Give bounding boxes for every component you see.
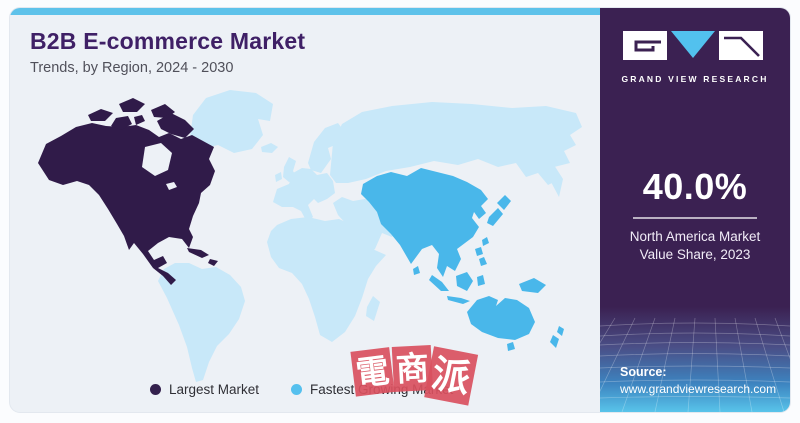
philippines bbox=[475, 247, 483, 256]
hudson-bay bbox=[142, 143, 172, 176]
stat-divider bbox=[633, 217, 757, 219]
australia bbox=[467, 296, 535, 340]
region-greenland bbox=[190, 90, 273, 153]
arctic-island bbox=[111, 116, 132, 130]
stat-caption: North America Market Value Share, 2023 bbox=[600, 228, 790, 264]
accent-top-bar bbox=[10, 8, 600, 15]
baffin-island bbox=[157, 113, 194, 138]
largest-market-dot-icon bbox=[150, 384, 161, 395]
region-scandinavia bbox=[308, 123, 344, 173]
tasmania bbox=[507, 342, 515, 351]
cuba bbox=[187, 248, 209, 258]
taiwan bbox=[482, 237, 489, 246]
region-africa bbox=[267, 217, 386, 342]
water-cutouts bbox=[142, 143, 177, 190]
world-map-svg bbox=[38, 90, 582, 382]
japan-south bbox=[487, 208, 503, 226]
new-zealand bbox=[550, 335, 559, 348]
arctic-island bbox=[119, 98, 145, 112]
page-title: B2B E-commerce Market bbox=[30, 28, 306, 54]
borneo bbox=[456, 272, 473, 291]
north-america-mainland bbox=[38, 123, 215, 285]
new-guinea bbox=[519, 278, 546, 293]
source-url: www.grandviewresearch.com bbox=[620, 382, 777, 396]
logo-text: GRAND VIEW RESEARCH bbox=[621, 74, 769, 84]
region-madagascar bbox=[366, 296, 380, 321]
region-rest-of-world bbox=[158, 90, 582, 382]
region-europe bbox=[273, 168, 335, 222]
philippines bbox=[479, 257, 487, 266]
region-north-america bbox=[38, 98, 218, 285]
java bbox=[447, 296, 470, 304]
page-subtitle: Trends, by Region, 2024 - 2030 bbox=[30, 60, 234, 76]
stat-caption-line1: North America Market bbox=[629, 229, 761, 244]
legend-item-largest: Largest Market bbox=[150, 382, 259, 397]
region-asia-pacific bbox=[361, 168, 564, 351]
source-label: Source: bbox=[620, 365, 667, 379]
sri-lanka bbox=[413, 266, 420, 275]
header: B2B E-commerce Market Trends, by Region,… bbox=[30, 28, 305, 76]
sidebar: GRAND VIEW RESEARCH 40.0% North America … bbox=[600, 8, 790, 412]
stat-block: 40.0% North America Market Value Share, … bbox=[600, 166, 790, 264]
stat-value: 40.0% bbox=[642, 166, 748, 207]
legend-label: Largest Market bbox=[169, 382, 260, 397]
world-map bbox=[30, 85, 590, 385]
fastest-growing-dot-icon bbox=[291, 384, 303, 395]
great-lakes bbox=[166, 182, 177, 190]
japan-north bbox=[497, 195, 511, 210]
infographic-card: B2B E-commerce Market Trends, by Region,… bbox=[10, 8, 790, 412]
gvr-logo-icon bbox=[623, 31, 763, 60]
region-south-america bbox=[158, 263, 245, 382]
stat-caption-line2: Value Share, 2023 bbox=[639, 247, 751, 263]
legend-label: Fastest Growing Market bbox=[310, 382, 454, 397]
region-ireland bbox=[275, 172, 282, 182]
gvr-logo: GRAND VIEW RESEARCH bbox=[600, 30, 790, 84]
perspective-grid-pattern bbox=[600, 317, 790, 412]
sumatra bbox=[429, 275, 449, 291]
region-iceland bbox=[261, 143, 278, 153]
source-block: Source: www.grandviewresearch.com bbox=[620, 365, 776, 396]
new-zealand bbox=[557, 326, 564, 336]
sulawesi bbox=[477, 275, 485, 286]
legend-item-fastest: Fastest Growing Market bbox=[291, 382, 453, 397]
arctic-island bbox=[134, 115, 145, 125]
arctic-island bbox=[88, 109, 113, 121]
region-russia bbox=[330, 102, 582, 185]
asia-mainland bbox=[361, 168, 488, 277]
region-kamchatka bbox=[551, 165, 563, 197]
hispaniola bbox=[208, 259, 218, 266]
legend: Largest Market Fastest Growing Market bbox=[150, 382, 453, 397]
